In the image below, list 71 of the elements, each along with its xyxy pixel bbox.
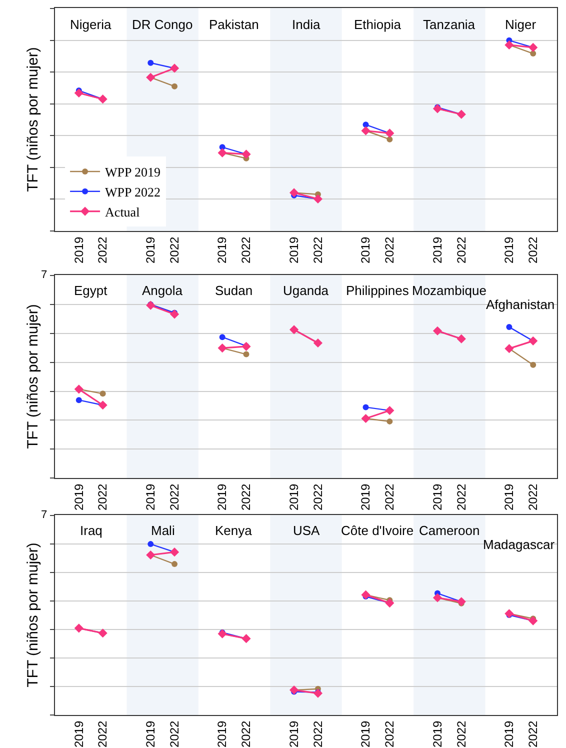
text: Ethiopia xyxy=(354,17,402,32)
text: Egypt xyxy=(74,283,108,298)
x-tick-label: 2022 xyxy=(382,483,397,511)
text: Sudan xyxy=(215,283,253,298)
x-tick-label: 2022 xyxy=(310,483,325,511)
x-tick-label: 2019 xyxy=(502,483,516,511)
x-tick-label: 2022 xyxy=(239,720,254,748)
text: Niger xyxy=(505,17,537,32)
text: Côte d'Ivoire xyxy=(341,523,414,538)
x-tick-label: 2022 xyxy=(96,483,110,511)
text: 7 xyxy=(41,509,48,521)
x-tick-label: 2019 xyxy=(430,720,444,748)
x-tick-label: 2022 xyxy=(382,720,397,748)
y-axis-title: TFT (niños por mujer) xyxy=(24,542,42,688)
text: Tanzania xyxy=(423,17,476,32)
x-tick-label: 2022 xyxy=(239,483,254,511)
x-tick-label: 2019 xyxy=(358,720,373,748)
x-tick-label: 2019 xyxy=(358,236,373,264)
x-tick-label: 2019 xyxy=(215,720,230,748)
x-tick-label: 2022 xyxy=(167,720,182,748)
legend-label: WPP 2022 xyxy=(105,184,161,200)
x-tick-label: 2022 xyxy=(454,720,468,748)
x-tick-label: 2022 xyxy=(526,483,540,511)
x-tick-label: 2022 xyxy=(454,483,468,511)
x-tick-label: 2022 xyxy=(96,236,110,264)
text: Cameroon xyxy=(419,523,480,538)
text: Mali xyxy=(151,523,175,538)
text: Philippines xyxy=(346,283,410,298)
x-tick-label: 2019 xyxy=(72,483,86,511)
x-tick-label: 2022 xyxy=(239,236,254,264)
text: Mozambique xyxy=(412,283,486,298)
x-tick-label: 2019 xyxy=(72,236,86,264)
x-tick-label: 2022 xyxy=(526,720,540,748)
x-tick-label: 2022 xyxy=(96,720,110,748)
annotation: Madagascar xyxy=(483,537,556,552)
x-tick-label: 2022 xyxy=(526,236,540,264)
x-tick-label: 2019 xyxy=(144,483,158,511)
text: Iraq xyxy=(80,523,102,538)
text: 7 xyxy=(41,269,48,281)
y-axis-title: TFT (niños por mujer) xyxy=(24,47,42,192)
x-tick-label: 2022 xyxy=(382,236,397,264)
text: Kenya xyxy=(215,523,253,538)
text: USA xyxy=(293,523,320,538)
text: DR Congo xyxy=(132,17,193,32)
x-tick-label: 2022 xyxy=(454,236,468,264)
x-tick-label: 2019 xyxy=(72,720,86,748)
x-tick-label: 2019 xyxy=(430,483,444,511)
text: India xyxy=(292,17,321,32)
text: Angola xyxy=(142,283,184,298)
x-tick-label: 2019 xyxy=(144,720,158,748)
x-tick-label: 2022 xyxy=(310,236,325,264)
annotation: Afghanistan xyxy=(486,297,555,312)
x-tick-label: 2019 xyxy=(215,236,230,264)
x-tick-label: 2019 xyxy=(215,483,230,511)
x-tick-label: 2022 xyxy=(167,236,182,264)
text: Pakistan xyxy=(209,17,259,32)
y-axis-title: TFT (niños por mujer) xyxy=(24,304,42,449)
legend-label: WPP 2019 xyxy=(105,164,161,180)
x-tick-label: 2019 xyxy=(286,236,301,264)
x-tick-label: 2019 xyxy=(430,236,444,264)
x-tick-label: 2019 xyxy=(502,236,516,264)
legend-label: Actual xyxy=(105,204,140,220)
x-tick-label: 2019 xyxy=(286,483,301,511)
x-tick-label: 2022 xyxy=(310,720,325,748)
x-tick-label: 2019 xyxy=(358,483,373,511)
x-tick-label: 2019 xyxy=(144,236,158,264)
text: Nigeria xyxy=(70,17,112,32)
text: Uganda xyxy=(283,283,330,298)
x-tick-label: 2022 xyxy=(167,483,182,511)
x-tick-label: 2019 xyxy=(286,720,301,748)
x-tick-label: 2019 xyxy=(502,720,516,748)
